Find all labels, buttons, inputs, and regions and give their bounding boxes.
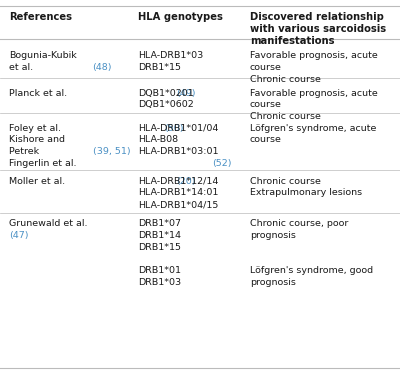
Text: DRB1*15: DRB1*15: [138, 243, 181, 252]
Text: et al.: et al.: [9, 63, 36, 72]
Text: DRB1*01: DRB1*01: [138, 266, 181, 275]
Text: Bogunia-Kubik: Bogunia-Kubik: [9, 51, 76, 60]
Text: course: course: [250, 100, 282, 109]
Text: (20): (20): [176, 177, 196, 186]
Text: DRB1*03: DRB1*03: [138, 278, 181, 287]
Text: course: course: [250, 63, 282, 72]
Text: course: course: [250, 135, 282, 144]
Text: Kishore and: Kishore and: [9, 135, 65, 144]
Text: Löfgren's syndrome, good: Löfgren's syndrome, good: [250, 266, 373, 275]
Text: References: References: [9, 12, 72, 22]
Text: Grunewald et al.: Grunewald et al.: [9, 219, 87, 228]
Text: Foley et al.: Foley et al.: [9, 124, 64, 132]
Text: Petrek: Petrek: [9, 147, 42, 156]
Text: Favorable prognosis, acute: Favorable prognosis, acute: [250, 51, 378, 60]
Text: Löfgren's syndrome, acute: Löfgren's syndrome, acute: [250, 124, 376, 132]
Text: Extrapulmonary lesions: Extrapulmonary lesions: [250, 188, 362, 198]
Text: prognosis: prognosis: [250, 278, 296, 287]
Text: prognosis: prognosis: [250, 231, 296, 240]
Text: (52): (52): [212, 158, 232, 168]
Text: DRB1*07: DRB1*07: [138, 219, 181, 228]
Text: Favorable prognosis, acute: Favorable prognosis, acute: [250, 89, 378, 97]
Text: HLA-B08: HLA-B08: [138, 135, 178, 144]
Text: with various sarcoidosis: with various sarcoidosis: [250, 24, 386, 34]
Text: (47): (47): [9, 231, 28, 240]
Text: Discovered relationship: Discovered relationship: [250, 12, 384, 22]
Text: DQB1*0602: DQB1*0602: [138, 100, 194, 109]
Text: (49): (49): [176, 89, 196, 97]
Text: Chronic course: Chronic course: [250, 75, 321, 84]
Text: Chronic course, poor: Chronic course, poor: [250, 219, 348, 228]
Text: HLA-DRB1*03:01: HLA-DRB1*03:01: [138, 147, 218, 156]
Text: Moller et al.: Moller et al.: [9, 177, 68, 186]
Text: (48): (48): [92, 63, 112, 72]
Text: Chronic course: Chronic course: [250, 177, 321, 186]
Text: DRB1*14: DRB1*14: [138, 231, 181, 240]
Text: (50): (50): [164, 124, 184, 132]
Text: DQB1*0201: DQB1*0201: [138, 89, 194, 97]
Text: Chronic course: Chronic course: [250, 112, 321, 121]
Text: DRB1*15: DRB1*15: [138, 63, 181, 72]
Text: HLA-DRB1*12/14: HLA-DRB1*12/14: [138, 177, 218, 186]
Text: HLA-DRB1*04/15: HLA-DRB1*04/15: [138, 200, 218, 209]
Text: (39, 51): (39, 51): [92, 147, 130, 156]
Text: HLA-DRB1*14:01: HLA-DRB1*14:01: [138, 188, 218, 198]
Text: Planck et al.: Planck et al.: [9, 89, 70, 97]
Text: HLA genotypes: HLA genotypes: [138, 12, 223, 22]
Text: Fingerlin et al.: Fingerlin et al.: [9, 158, 79, 168]
Text: HLA-DRB1*03: HLA-DRB1*03: [138, 51, 203, 60]
Text: HLA-DRB1*01/04: HLA-DRB1*01/04: [138, 124, 218, 132]
Text: manifestations: manifestations: [250, 36, 334, 46]
